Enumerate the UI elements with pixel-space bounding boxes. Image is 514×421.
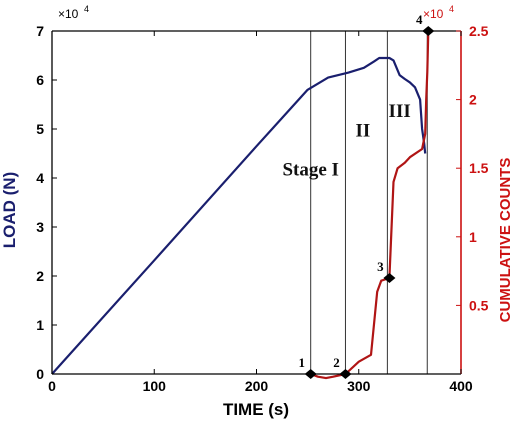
x-axis-label: TIME (s) [223,400,289,419]
right-tick-label: 0.5 [469,297,489,313]
point-label: 2 [333,355,340,370]
axes: 0 100 200 300 400 0 1 2 3 4 5 6 7 0.5 1 1.5 2 2.5 [36,23,488,394]
left-tick-label: 3 [36,219,44,235]
x-tick-label: 300 [347,378,371,394]
x-tick-label: 0 [48,378,56,394]
left-multiplier-exponent: 4 [84,4,89,14]
stage-label: III [389,101,411,122]
stage-label: II [355,120,370,141]
left-multiplier-text: ×10 [58,7,79,21]
right-multiplier-exponent: 4 [449,4,454,14]
left-tick-label: 1 [36,317,44,333]
left-axis-label: LOAD (N) [0,172,19,248]
right-tick-label: 1 [469,229,477,245]
point-label: 4 [416,12,423,27]
left-tick-label: 2 [36,268,44,284]
x-tick-label: 200 [245,378,269,394]
left-tick-label: 4 [36,170,44,186]
right-tick-label: 1.5 [469,160,489,176]
x-tick-label: 100 [143,378,167,394]
left-tick-label: 5 [36,121,44,137]
right-axis-label: CUMULATIVE COUNTS [497,158,514,323]
x-tick-label: 400 [449,378,473,394]
left-tick-label: 7 [36,23,44,39]
axis-labels: TIME (s) LOAD (N) CUMULATIVE COUNTS ×10 … [0,4,514,419]
right-tick-label: 2 [469,92,477,108]
left-tick-label: 0 [36,366,44,382]
load-line [51,56,427,375]
right-tick-label: 2.5 [469,23,489,39]
left-multiplier: ×10 4 [58,4,89,21]
left-tick-label: 6 [36,72,44,88]
point-label: 3 [377,259,384,274]
point-label: 1 [298,355,305,370]
plot-background [52,31,461,374]
point-marker [383,272,396,283]
right-multiplier: ×10 4 [423,4,454,21]
plot-area [52,31,461,374]
right-multiplier-text: ×10 [423,7,444,21]
stage-label: Stage I [282,160,338,181]
